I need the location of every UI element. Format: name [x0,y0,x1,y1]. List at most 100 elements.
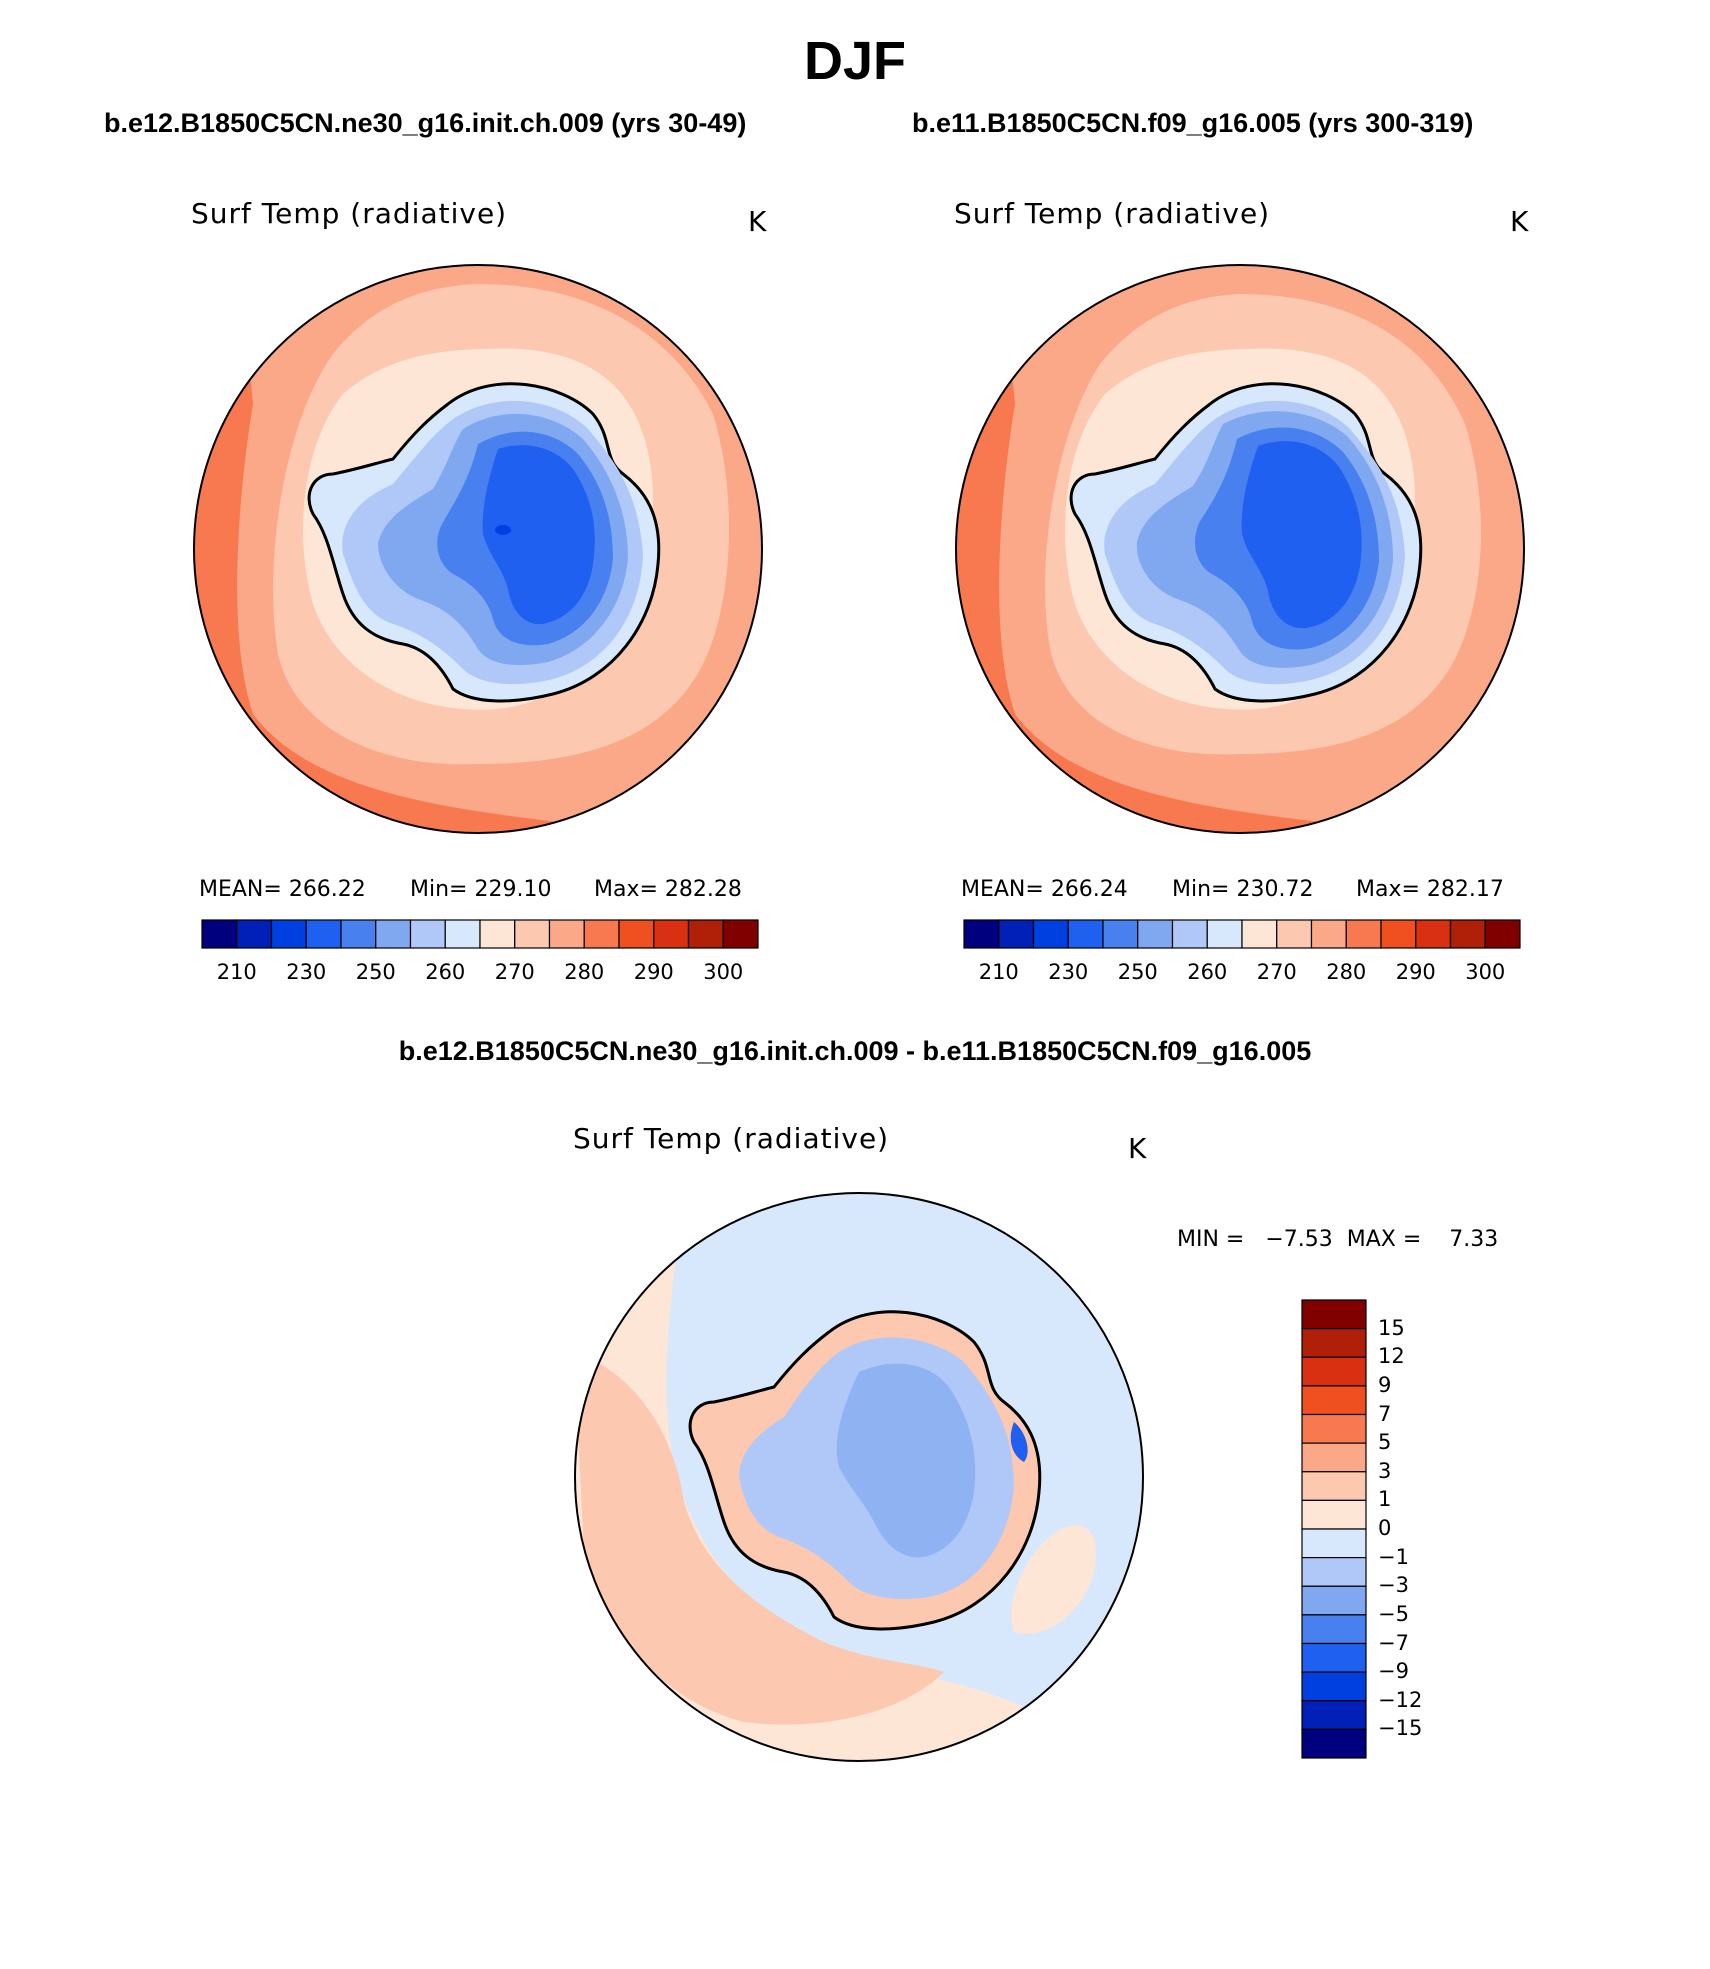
panel3-colorbar-swatch [1301,1528,1367,1559]
panel2-colorbar-swatch [1380,919,1417,949]
panel1-colorbar-tick-label: 260 [425,960,466,984]
panel3-colorbar-swatch [1301,1356,1367,1387]
panel1-units-label: K [748,205,767,238]
panel2-colorbar-tick-label: 300 [1465,960,1506,984]
panel3-colorbar-tick-label: −7 [1378,1630,1409,1655]
panel1-colorbar-tick-label: 230 [286,960,327,984]
panel3-colorbar-swatch [1301,1614,1367,1645]
panel2-polar-map [955,264,1525,834]
panel3-colorbar-tick-label: 3 [1378,1458,1392,1483]
panel2-antarctica-230 [1241,441,1362,629]
panel2-colorbar-swatch [1032,919,1069,949]
panel2-colorbar-swatch [1310,919,1347,949]
panel1-colorbar-tick-label: 270 [494,960,535,984]
panel2-mean-label: MEAN= 266.24 [961,877,1128,902]
panel3-cold-spot [1010,1422,1028,1462]
panel1-colorbar-swatch [618,919,655,949]
panel1-colorbar-swatch [340,919,377,949]
panel3-colorbar-tick-label: 7 [1378,1401,1392,1426]
panel3-units-label: K [1128,1132,1147,1165]
panel2-colorbar-tick-label: 210 [978,960,1019,984]
panel1-colorbar-swatch [305,919,342,949]
panel3-colorbar-swatch [1301,1700,1367,1730]
panel3-colorbar-swatch [1301,1642,1367,1673]
panel3-colorbar-swatch [1301,1728,1367,1759]
figure-title: DJF [803,31,906,91]
panel2-colorbar-swatch [1241,919,1278,949]
panel1-case-title: b.e12.B1850C5CN.ne30_g16.init.ch.009 (yr… [104,108,747,138]
panel2-case-title: b.e11.B1850C5CN.f09_g16.005 (yrs 300-319… [912,108,1474,138]
panel1-colorbar-tick-label: 250 [355,960,396,984]
panel3-colorbar-tick-label: −9 [1378,1659,1409,1684]
panel3-region-plus1-east [1011,1525,1096,1634]
panel2-colorbar-swatch [1171,919,1208,949]
panel3-variable-label: Surf Temp (radiative) [573,1122,890,1155]
panel1-minimum-spot [495,525,511,535]
panel1-colorbar-swatch [722,919,759,949]
panel2-max-label: Max= 282.17 [1356,877,1504,902]
panel2-min-label: Min= 230.72 [1172,877,1314,902]
panel2-units-label: K [1510,205,1529,238]
panel1-antarctica-230 [482,445,595,625]
panel1-colorbar-swatch [201,919,238,949]
panel2-colorbar-tick-label: 270 [1256,960,1297,984]
panel2-colorbar-tick-label: 250 [1117,960,1158,984]
panel1-colorbar-swatch [514,919,551,949]
panel3-colorbar-swatch [1301,1328,1367,1358]
panel2-colorbar-swatch [1276,919,1313,949]
panel3-colorbar-swatch [1301,1585,1367,1616]
panel2-colorbar-swatch [1484,919,1521,949]
panel1-min-label: Min= 229.10 [410,877,552,902]
panel2-colorbar-swatch [1449,919,1486,949]
difference-title: b.e12.B1850C5CN.ne30_g16.init.ch.009 - b… [398,1036,1312,1066]
panel3-colorbar-tick-label: −5 [1378,1601,1409,1626]
panel1-colorbar [201,919,759,949]
panel2-colorbar-swatch [963,919,1000,949]
panel3-colorbar-swatch [1301,1471,1367,1501]
panel2-colorbar-swatch [1067,919,1104,949]
panel2-colorbar-tick-label: 260 [1187,960,1228,984]
panel3-colorbar-swatch [1301,1671,1367,1702]
panel1-colorbar-swatch [270,919,307,949]
panel3-colorbar-tick-label: 1 [1378,1487,1392,1512]
panel3-antarctica-core [836,1363,976,1558]
panel2-colorbar-swatch [1102,919,1139,949]
panel3-colorbar [1301,1299,1367,1759]
panel3-colorbar-tick-label: −12 [1378,1687,1423,1712]
panel3-colorbar-swatch [1301,1557,1367,1587]
panel1-variable-label: Surf Temp (radiative) [191,197,508,230]
panel3-colorbar-tick-label: −15 [1378,1716,1423,1741]
panel1-colorbar-swatch [583,919,620,949]
panel1-colorbar-swatch [444,919,481,949]
panel3-colorbar-tick-label: 0 [1378,1516,1392,1540]
panel1-polar-map [193,264,763,834]
panel3-colorbar-tick-label: 9 [1378,1372,1392,1397]
panel2-variable-label: Surf Temp (radiative) [954,197,1271,230]
panel2-colorbar-swatch [1415,919,1452,949]
panel1-colorbar-swatch [653,919,690,949]
panel3-colorbar-tick-label: 5 [1378,1430,1392,1455]
panel3-colorbar-swatch [1301,1442,1367,1473]
panel1-colorbar-tick-label: 290 [633,960,674,984]
panel2-colorbar-swatch [1206,919,1243,949]
panel1-mean-label: MEAN= 266.22 [199,877,366,902]
panel3-colorbar-tick-label: 12 [1378,1344,1405,1369]
panel1-colorbar-swatch [409,919,446,949]
panel2-colorbar-tick-label: 230 [1048,960,1089,984]
panel3-colorbar-swatch [1301,1385,1367,1416]
panel2-colorbar-swatch [1137,919,1174,949]
panel1-colorbar-swatch [687,919,724,949]
panel3-colorbar-swatch [1301,1499,1367,1530]
panel2-colorbar-tick-label: 290 [1395,960,1436,984]
panel1-colorbar-swatch [479,919,516,949]
panel2-colorbar-swatch [998,919,1035,949]
panel3-colorbar-swatch [1301,1299,1367,1330]
panel3-colorbar-tick-label: 15 [1378,1315,1405,1340]
panel2-colorbar [963,919,1521,949]
panel3-colorbar-tick-label: −1 [1378,1544,1409,1569]
panel3-region-plus3 [575,1352,944,1725]
panel1-colorbar-swatch [236,919,273,949]
panel1-max-label: Max= 282.28 [594,877,742,902]
panel2-colorbar-swatch [1345,919,1382,949]
panel1-colorbar-tick-label: 280 [564,960,605,984]
